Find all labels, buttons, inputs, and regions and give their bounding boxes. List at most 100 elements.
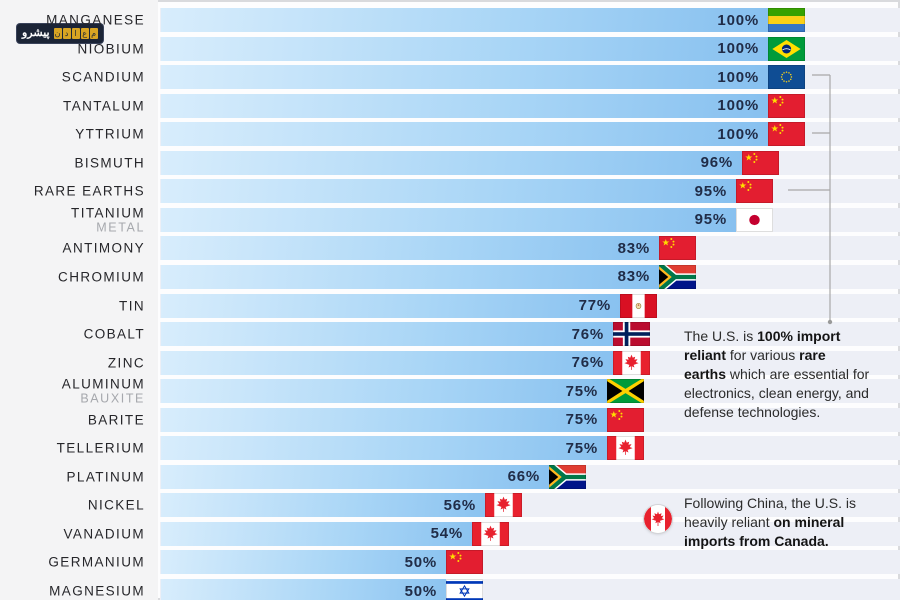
flag-brazil-icon [768,36,805,61]
bar-track: 95% [160,179,900,204]
mineral-label: RARE EARTHS [33,183,145,199]
import-reliance-bar: 95% [161,207,773,232]
mineral-label: TANTALUM [63,98,145,114]
flag-china-icon [768,93,805,118]
import-reliance-bar: 83% [161,236,696,261]
flag-canada-icon [607,436,644,461]
chart-row-titanium: TITANIUM METAL 95% [0,205,900,234]
bar-track: 100% [160,36,900,61]
percent-label: 100% [717,40,759,58]
chart-row-germanium: GERMANIUM 50% [0,550,900,575]
canada-flag-round-icon [644,505,672,533]
import-reliance-bar: 100% [161,36,805,61]
percent-label: 95% [694,182,727,200]
bar-track: 56% [160,493,900,518]
bar-track: 75% [160,379,900,404]
bar-track: 83% [160,236,900,261]
logo-letter-box: ن [53,28,62,39]
bar-track: 100% [160,122,900,147]
percent-label: 83% [617,239,650,257]
mineral-label: MANGANESE [46,12,145,28]
percent-label: 95% [694,211,727,229]
mineral-label: ZINC [107,355,145,371]
bar-track: 100% [160,93,900,118]
bar-track: 50% [160,550,900,575]
flag-japan-icon [736,207,773,232]
percent-label: 50% [404,582,437,600]
percent-label: 76% [571,325,604,343]
percent-label: 77% [578,297,611,314]
mineral-sublabel: BAUXITE [80,391,145,406]
percent-label: 83% [617,268,650,286]
mineral-label: VANADIUM [63,526,145,542]
flag-israel-icon [446,579,483,600]
mineral-label: ALUMINUM [61,376,145,392]
bar-track: 83% [160,264,900,289]
import-reliance-bar: 77% [161,293,657,318]
chart-row-tellerium: TELLERIUM 75% [0,436,900,461]
mineral-label: BISMUTH [74,155,145,171]
chart-row-cobalt: COBALT 76% [0,322,900,347]
logo-letter-box: ا [71,28,80,39]
flag-jamaica-icon [607,379,644,404]
chart-row-scandium: SCANDIUM 100% [0,65,900,90]
flag-canada-icon [613,350,650,375]
bar-track: 77% [160,293,900,318]
logo-letter-box: م [89,28,98,39]
bar-track: 76% [160,322,900,347]
percent-label: 66% [507,468,540,486]
chart-row-magnesium: MAGNESIUM 50% [0,579,900,600]
import-reliance-bar: 54% [161,521,509,546]
import-reliance-bar: 100% [161,93,805,118]
logo-letter-box: د [62,28,71,39]
percent-label: 100% [717,125,759,143]
bar-track: 76% [160,350,900,375]
import-reliance-bar: 96% [161,150,779,175]
chart-row-aluminum: ALUMINUM BAUXITE 75% [0,376,900,406]
mineral-label: COBALT [83,326,145,342]
mineral-label: SCANDIUM [61,69,145,85]
import-reliance-bar: 50% [161,550,483,575]
mineral-label: TIN [119,298,145,313]
chart-row-niobium: NIOBIUM 100% [0,36,900,61]
import-reliance-bar: 75% [161,407,644,432]
flag-china-icon [742,150,779,175]
flag-canada-icon [485,493,522,518]
bar-track: 54% [160,521,900,546]
import-reliance-bar: 75% [161,436,644,461]
import-reliance-bar: 100% [161,65,805,90]
percent-label: 76% [571,354,604,372]
import-reliance-bar: 100% [161,8,805,32]
chart-row-nickel: NICKEL 56% [0,493,900,518]
import-reliance-bar: 76% [161,350,650,375]
percent-label: 75% [565,439,598,457]
chart-row-zinc: ZINC 76% [0,350,900,375]
mineral-label: MAGNESIUM [49,583,145,599]
mineral-label: GERMANIUM [48,554,145,570]
mineral-label: ANTIMONY [62,240,145,256]
chart-row-barite: BARITE 75% [0,407,900,432]
bar-track: 50% [160,579,900,600]
import-reliance-bar: 66% [161,464,586,489]
flag-gabon-icon [768,8,805,32]
import-reliance-bar: 76% [161,322,650,347]
import-reliance-bar: 100% [161,122,805,147]
percent-label: 100% [717,97,759,115]
mineral-label: TITANIUM [71,205,145,221]
mineral-label: NIOBIUM [77,41,145,57]
percent-label: 54% [430,525,463,543]
chart-row-manganese: MANGANESE 100% [0,8,900,32]
mineral-label: CHROMIUM [58,269,145,285]
mineral-label: PLATINUM [66,469,145,485]
flag-south-africa-icon [549,464,586,489]
import-reliance-bar: 95% [161,179,773,204]
percent-label: 96% [700,154,733,172]
flag-south-africa-icon [659,264,696,289]
logo-letter-box: ع [80,28,89,39]
bar-track: 75% [160,407,900,432]
label-column-background [0,0,158,600]
percent-label: 75% [565,382,598,400]
flag-canada-icon [472,521,509,546]
